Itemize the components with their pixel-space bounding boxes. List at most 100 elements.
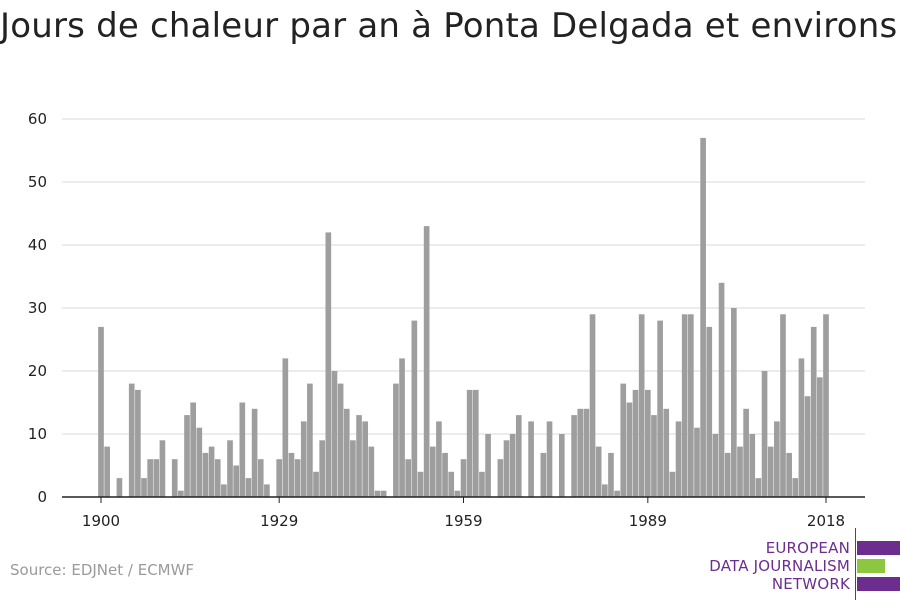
bar-1985 bbox=[620, 383, 627, 497]
bar-1909 bbox=[153, 459, 160, 497]
x-tick-label: 1959 bbox=[444, 512, 482, 530]
bar-2004 bbox=[737, 446, 743, 497]
bar-1980 bbox=[589, 314, 596, 497]
bar-2018 bbox=[823, 314, 829, 497]
source-note: Source: EDJNet / ECMWF bbox=[10, 561, 195, 579]
bar-2005 bbox=[743, 408, 749, 497]
bar-1912 bbox=[171, 459, 178, 497]
bar-1957 bbox=[448, 471, 455, 497]
x-axis-ticks: 1900 1929 1959 1989 2018 bbox=[82, 497, 845, 530]
x-tick-label: 2018 bbox=[807, 512, 845, 530]
bar-1992 bbox=[663, 408, 670, 497]
y-tick-label: 50 bbox=[28, 173, 47, 191]
bar-1922 bbox=[233, 465, 239, 497]
bar-2016 bbox=[810, 326, 817, 497]
bar-1933 bbox=[300, 421, 307, 497]
bar-1925 bbox=[251, 408, 258, 497]
bar-2017 bbox=[817, 377, 823, 497]
bar-1978 bbox=[577, 408, 584, 497]
bar-1939 bbox=[337, 383, 344, 497]
bar-2014 bbox=[798, 358, 805, 497]
bar-1934 bbox=[307, 383, 313, 497]
bar-1955 bbox=[436, 421, 442, 497]
bar-1948 bbox=[393, 383, 399, 497]
bar-1907 bbox=[141, 478, 147, 497]
bar-1901 bbox=[104, 446, 110, 497]
y-tick-label: 10 bbox=[28, 425, 47, 443]
bar-1940 bbox=[343, 408, 350, 497]
bar-1924 bbox=[245, 478, 252, 497]
bar-1961 bbox=[472, 389, 479, 497]
bar-1993 bbox=[669, 471, 676, 497]
gridlines bbox=[62, 118, 865, 435]
bar-1929 bbox=[276, 459, 283, 497]
x-tick-label: 1929 bbox=[260, 512, 298, 530]
bar-1967 bbox=[509, 434, 516, 497]
bar-1923 bbox=[239, 402, 246, 497]
bar-1968 bbox=[515, 415, 522, 497]
bar-1926 bbox=[257, 459, 264, 497]
bar-1921 bbox=[227, 440, 233, 497]
y-axis-ticks: 0 10 20 30 40 50 60 bbox=[28, 110, 47, 506]
bar-1999 bbox=[706, 326, 713, 497]
bar-1959 bbox=[460, 459, 467, 497]
logo-text-line2: DATA JOURNALISM bbox=[709, 557, 850, 575]
bar-2008 bbox=[761, 371, 768, 497]
bar-2010 bbox=[774, 421, 780, 497]
bar-1984 bbox=[614, 490, 620, 497]
bar-1995 bbox=[681, 314, 688, 497]
bar-2009 bbox=[767, 446, 774, 497]
x-tick-label: 1900 bbox=[82, 512, 120, 530]
edjnet-logo: EUROPEAN DATA JOURNALISM NETWORK bbox=[700, 528, 900, 600]
bar-1903 bbox=[116, 478, 123, 497]
y-tick-label: 20 bbox=[28, 362, 47, 380]
x-tick-label: 1989 bbox=[629, 512, 667, 530]
logo-bar-bottom bbox=[857, 577, 900, 591]
bar-1986 bbox=[626, 402, 633, 497]
bar-1938 bbox=[331, 371, 338, 497]
bar-2011 bbox=[780, 314, 786, 497]
bar-1946 bbox=[380, 490, 387, 497]
logo-bar-top bbox=[857, 541, 900, 555]
bar-2001 bbox=[718, 282, 725, 497]
bar-1952 bbox=[417, 471, 424, 497]
bar-1916 bbox=[196, 427, 203, 497]
bar-1977 bbox=[571, 415, 577, 497]
bar-2013 bbox=[792, 478, 799, 497]
bar-1996 bbox=[688, 314, 694, 497]
logo-bar-middle bbox=[857, 559, 885, 573]
bar-1963 bbox=[485, 434, 491, 497]
bar-1945 bbox=[374, 490, 381, 497]
bar-2002 bbox=[724, 452, 731, 497]
bar-2000 bbox=[712, 434, 719, 497]
y-tick-label: 30 bbox=[28, 299, 47, 317]
bars bbox=[98, 137, 829, 497]
bar-1958 bbox=[454, 490, 461, 497]
bar-1908 bbox=[147, 459, 153, 497]
bar-1953 bbox=[423, 226, 430, 497]
bar-1905 bbox=[128, 383, 135, 497]
bar-1962 bbox=[479, 471, 485, 497]
bar-1915 bbox=[190, 402, 196, 497]
bar-1941 bbox=[350, 440, 356, 497]
bar-2006 bbox=[749, 434, 756, 497]
y-tick-label: 0 bbox=[37, 488, 47, 506]
bar-1914 bbox=[184, 415, 190, 497]
bar-1989 bbox=[644, 389, 651, 497]
bar-1932 bbox=[294, 459, 301, 497]
bar-1913 bbox=[178, 490, 184, 497]
logo-text-line3: NETWORK bbox=[771, 575, 850, 593]
bar-1997 bbox=[694, 427, 700, 497]
bar-1983 bbox=[608, 452, 614, 497]
bar-1956 bbox=[442, 452, 448, 497]
bar-1988 bbox=[638, 314, 645, 497]
bar-2015 bbox=[804, 396, 811, 497]
bar-1920 bbox=[221, 484, 227, 497]
bar-1906 bbox=[135, 389, 141, 497]
bar-1973 bbox=[546, 421, 553, 497]
bar-1910 bbox=[159, 440, 166, 497]
bar-1990 bbox=[651, 415, 657, 497]
logo-text-line1: EUROPEAN bbox=[765, 539, 850, 557]
bar-1937 bbox=[325, 232, 332, 497]
